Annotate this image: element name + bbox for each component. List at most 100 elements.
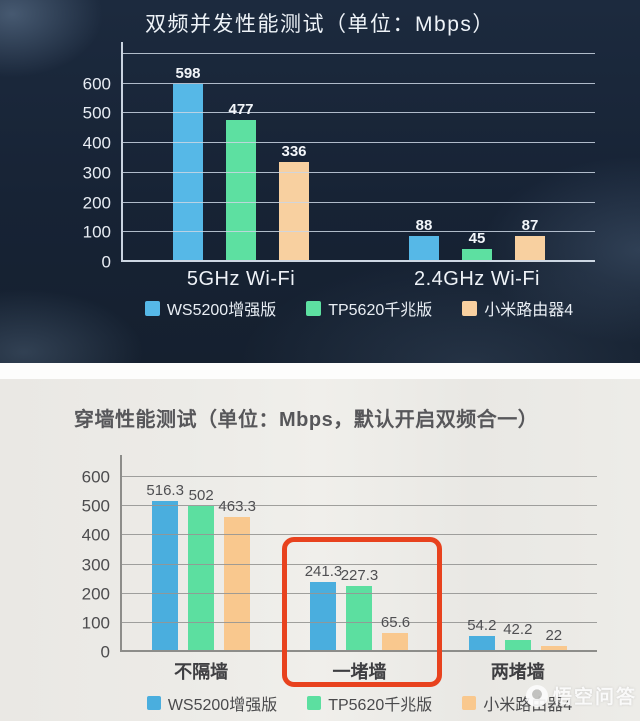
y-axis-tick-label: 500: [82, 103, 111, 123]
category-labels: 5GHz Wi-Fi 2.4GHz Wi-Fi: [123, 268, 595, 291]
bar-group-inner: 241.3 227.3 65.6: [305, 477, 410, 652]
y-axis-tick-label: 300: [81, 555, 110, 574]
dual-band-test-panel: 双频并发性能测试（单位：Mbps） 0 100 200 300 400 500 600 598…: [0, 0, 640, 363]
category-label: 5GHz Wi-Fi: [186, 268, 296, 290]
legend-swatch: [144, 300, 160, 316]
bar-小米路由器4: 463.3: [218, 499, 256, 652]
gridline: [122, 592, 597, 594]
gridline: [123, 171, 595, 173]
bar-group-inner: 88 45 87: [409, 54, 545, 262]
legend-label: TP5620千兆版: [328, 302, 433, 319]
gridline: [122, 621, 597, 623]
bar-小米路由器4: 87: [515, 218, 545, 262]
x-axis-line: [122, 650, 597, 652]
bar-value-label: 87: [521, 217, 539, 235]
category-labels: 不隔墙 一堵墙 两堵墙: [122, 658, 597, 684]
dual-band-legend: WS5200增强版 TP5620千兆版 小米路由器4: [123, 296, 595, 320]
bar-value-label: 45: [468, 229, 486, 247]
bar-小米路由器4: 22: [540, 628, 567, 652]
bar-value-label: 65.6: [380, 613, 411, 631]
bar-group-inner: 516.3 502 463.3: [146, 477, 256, 652]
category-label: 一堵墙: [332, 662, 387, 682]
legend-label: TP5620千兆版: [328, 697, 433, 714]
y-axis-tick-label: 400: [82, 133, 111, 153]
gridline: [122, 505, 597, 507]
y-axis-tick-label: 500: [81, 496, 110, 516]
bar-TP5620千兆版: 45: [462, 231, 492, 262]
legend-item: 小米路由器4: [462, 296, 573, 320]
legend-swatch: [462, 696, 477, 710]
bar-group-5GHz Wi-Fi: 598 477 336: [123, 54, 359, 262]
bar-value-label: 477: [228, 101, 254, 119]
legend-swatch: [306, 300, 322, 316]
y-axis-tick-label: 300: [82, 163, 111, 183]
dual-band-plot: 0 100 200 300 400 500 600 598 477 336 88 45 87 5GHz W…: [83, 42, 595, 290]
wukong-logo-icon: [525, 684, 548, 707]
bar-group-2.4GHz Wi-Fi: 88 45 87: [359, 54, 595, 262]
bar-value-label: 241.3: [304, 562, 343, 580]
wall-test-legend: WS5200增强版 TP5620千兆版 小米路由器4: [122, 691, 597, 715]
y-axis-tick-label: 600: [82, 74, 111, 94]
gridline: [123, 112, 595, 114]
x-axis-line: [123, 260, 595, 262]
y-axis-tick-label: 200: [81, 584, 110, 604]
bar-groups: 598 477 336 88 45 87: [123, 54, 595, 262]
bar-groups: 516.3 502 463.3 241.3 227.3 65.6 54.2 42.2 22: [122, 477, 597, 652]
bar-WS5200增强版: 516.3: [146, 483, 184, 652]
category-label: 不隔墙: [174, 662, 229, 682]
panel-divider: [0, 363, 640, 379]
bar-value-label: 22: [545, 626, 563, 644]
bar-value-label: 502: [188, 486, 214, 504]
y-axis-tick-label: 600: [81, 467, 110, 487]
gridline: [123, 82, 595, 84]
y-axis-tick-label: 200: [82, 193, 111, 213]
watermark: 悟空问答: [525, 682, 637, 709]
dual-band-chart-title: 双频并发性能测试（单位：Mbps）: [145, 13, 495, 36]
wall-penetration-test-panel: 穿墙性能测试（单位：Mbps，默认开启双频合一） 0 100 200 300 400 50…: [0, 379, 640, 721]
y-axis-tick-label: 0: [100, 642, 110, 662]
legend-swatch: [462, 300, 478, 316]
bar-group-inner: 54.2 42.2 22: [467, 477, 567, 652]
wall-test-plot: 0 100 200 300 400 500 600 516.3 502 463.3 241.3 227…: [82, 455, 597, 682]
y-axis-tick-label: 100: [81, 613, 110, 633]
legend-item: WS5200增强版: [144, 296, 277, 320]
legend-item: TP5620千兆版: [307, 691, 432, 715]
bar-value-label: 516.3: [146, 482, 184, 500]
y-axis-tick-label: 400: [81, 525, 110, 545]
bar-WS5200增强版: 54.2: [467, 618, 496, 652]
bar-group-一堵墙: 241.3 227.3 65.6: [280, 477, 438, 652]
gridline: [123, 201, 595, 203]
legend-item: WS5200增强版: [146, 691, 278, 715]
gridline: [123, 231, 595, 233]
bar-value-label: 227.3: [340, 566, 379, 584]
legend-item: TP5620千兆版: [306, 296, 432, 320]
y-axis-tick-label: 0: [101, 252, 111, 272]
bar-value-label: 598: [175, 65, 201, 83]
legend-swatch: [146, 696, 161, 710]
bar-TP5620千兆版: 502: [188, 488, 215, 652]
gridline: [122, 534, 597, 536]
bar-TP5620千兆版: 477: [226, 102, 256, 262]
category-label: 两堵墙: [490, 662, 545, 682]
bar-小米路由器4: 65.6: [381, 615, 410, 652]
bar-group-inner: 598 477 336: [173, 54, 309, 262]
legend-label: WS5200增强版: [167, 697, 278, 714]
legend-item: 小米路由器4: [462, 691, 572, 715]
bar-小米路由器4: 336: [279, 144, 309, 262]
bar-value-label: 336: [281, 143, 307, 161]
bar-value-label: 54.2: [467, 617, 497, 635]
bar-group-两堵墙: 54.2 42.2 22: [439, 477, 597, 652]
legend-label: WS5200增强版: [166, 302, 277, 319]
bar-group-不隔墙: 516.3 502 463.3: [122, 477, 280, 652]
category-label: 2.4GHz Wi-Fi: [414, 268, 540, 290]
gridline: [123, 142, 595, 144]
watermark-text: 悟空问答: [552, 687, 637, 708]
bar-WS5200增强版: 88: [409, 218, 439, 262]
bar-TP5620千兆版: 42.2: [503, 622, 532, 652]
bar-WS5200增强版: 598: [173, 66, 203, 262]
bar-value-label: 463.3: [218, 497, 256, 515]
bar-value-label: 42.2: [503, 620, 533, 638]
legend-swatch: [307, 696, 322, 710]
bar-TP5620千兆版: 227.3: [341, 568, 378, 652]
